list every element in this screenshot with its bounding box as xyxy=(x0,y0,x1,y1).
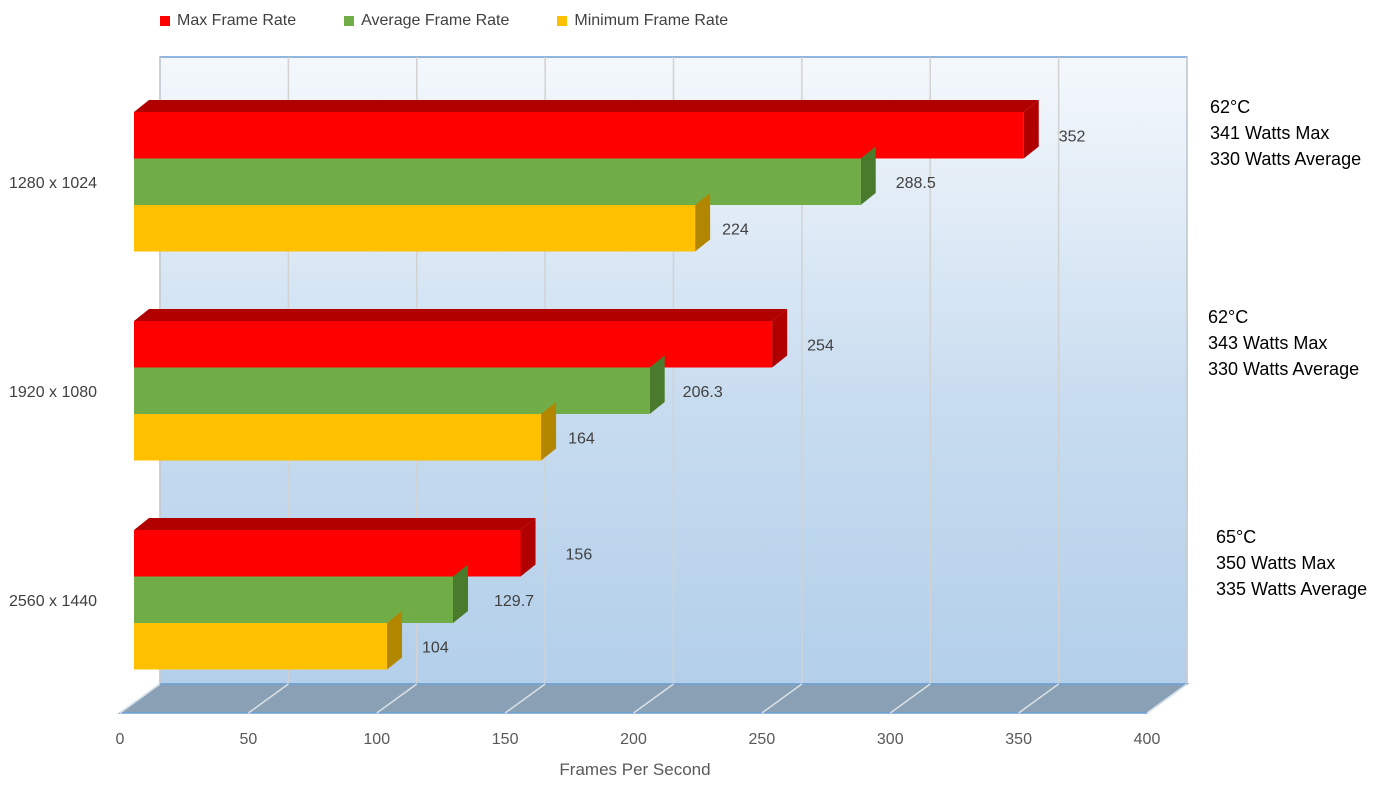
annotation-1280-avg: 330 Watts Average xyxy=(1210,149,1362,169)
floor-gridline xyxy=(1146,683,1188,714)
bar xyxy=(134,205,696,252)
bar-side-face xyxy=(387,611,403,670)
legend-item-average: Average Frame Rate xyxy=(344,12,509,30)
y-category-label: 1280 x 1024 xyxy=(9,175,97,192)
x-tick-label: 50 xyxy=(239,731,257,748)
floor-gridline xyxy=(761,683,803,714)
bar-side-face xyxy=(860,146,876,205)
y-category-label: 2560 x 1440 xyxy=(9,593,97,610)
x-tick-label: 150 xyxy=(492,731,519,748)
annotation-1920: 62°C 343 Watts Max 330 Watts Average xyxy=(1208,304,1359,382)
legend-label-average: Average Frame Rate xyxy=(361,12,510,29)
x-tick-label: 350 xyxy=(1005,731,1032,748)
legend-swatch-max xyxy=(160,16,170,26)
data-label: 224 xyxy=(722,221,749,238)
floor-gridline xyxy=(633,683,674,714)
bar-side-face xyxy=(1023,100,1039,159)
bar-top-face xyxy=(134,309,788,321)
x-tick-label: 250 xyxy=(749,731,776,748)
x-tick-label: 200 xyxy=(620,731,647,748)
legend-item-minimum: Minimum Frame Rate xyxy=(557,12,728,30)
annotation-1280-max: 341 Watts Max xyxy=(1210,123,1330,143)
data-label: 104 xyxy=(422,639,449,656)
bar xyxy=(134,367,650,414)
y-category-label: 1920 x 1080 xyxy=(9,384,97,401)
legend: Max Frame Rate Average Frame Rate Minimu… xyxy=(160,12,776,30)
x-tick-label: 0 xyxy=(116,731,125,748)
annotation-1280: 62°C 341 Watts Max 330 Watts Average xyxy=(1210,94,1361,172)
data-label: 156 xyxy=(566,546,593,563)
data-label: 254 xyxy=(807,337,834,354)
annotation-2560-temp: 65°C xyxy=(1216,527,1257,547)
data-label: 206.3 xyxy=(683,384,723,401)
bar-side-face xyxy=(695,193,711,252)
floor-gridline xyxy=(247,683,289,714)
bar xyxy=(134,158,861,205)
x-tick-label: 300 xyxy=(877,731,904,748)
annotation-1920-avg: 330 Watts Average xyxy=(1208,359,1360,379)
annotation-2560-max: 350 Watts Max xyxy=(1216,553,1336,573)
bar-side-face xyxy=(649,355,665,414)
x-axis-label: Frames Per Second xyxy=(559,760,710,779)
bar xyxy=(134,321,773,368)
data-label: 129.7 xyxy=(494,593,534,610)
floor-gridline xyxy=(376,683,418,714)
bar-top-face xyxy=(134,100,1039,112)
bar xyxy=(134,530,521,577)
annotation-1920-temp: 62°C xyxy=(1208,307,1249,327)
annotation-2560-avg: 335 Watts Average xyxy=(1216,579,1368,599)
bar xyxy=(134,112,1024,159)
bar xyxy=(134,576,454,623)
x-tick-label: 100 xyxy=(363,731,390,748)
data-label: 164 xyxy=(568,430,595,447)
bar xyxy=(134,414,542,461)
legend-swatch-minimum xyxy=(557,16,568,26)
bar-top-face xyxy=(134,518,536,530)
bar-side-face xyxy=(772,309,788,368)
bar xyxy=(134,623,388,670)
floor-gridline xyxy=(889,683,931,714)
data-label: 352 xyxy=(1059,128,1086,145)
legend-label-minimum: Minimum Frame Rate xyxy=(574,12,729,29)
annotation-1920-max: 343 Watts Max xyxy=(1208,333,1328,353)
bar-side-face xyxy=(453,564,469,623)
legend-label-max: Max Frame Rate xyxy=(177,12,297,29)
x-tick-label: 400 xyxy=(1134,731,1161,748)
data-label: 288.5 xyxy=(896,175,936,192)
bar-side-face xyxy=(520,518,536,577)
annotation-2560: 65°C 350 Watts Max 335 Watts Average xyxy=(1216,524,1367,602)
floor-gridline xyxy=(119,683,161,714)
floor-gridline xyxy=(1018,683,1060,714)
bar-side-face xyxy=(541,402,557,461)
legend-item-max: Max Frame Rate xyxy=(160,12,296,30)
floor-gridline xyxy=(504,683,546,714)
annotation-1280-temp: 62°C xyxy=(1210,97,1251,117)
legend-swatch-average xyxy=(344,16,355,26)
